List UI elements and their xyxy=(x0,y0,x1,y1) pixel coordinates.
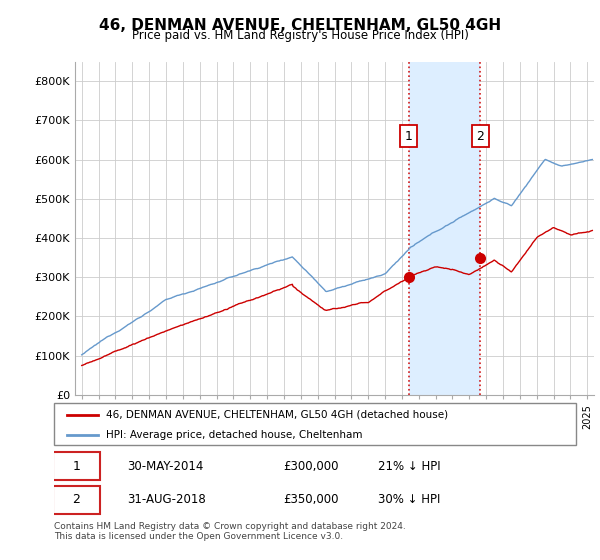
Text: 2: 2 xyxy=(476,129,484,143)
Text: 30-MAY-2014: 30-MAY-2014 xyxy=(127,460,203,473)
Text: 2: 2 xyxy=(73,493,80,506)
Text: Price paid vs. HM Land Registry's House Price Index (HPI): Price paid vs. HM Land Registry's House … xyxy=(131,29,469,42)
Text: 1: 1 xyxy=(405,129,413,143)
Text: £350,000: £350,000 xyxy=(284,493,339,506)
FancyBboxPatch shape xyxy=(53,486,100,514)
Bar xyxy=(409,62,481,395)
Text: 46, DENMAN AVENUE, CHELTENHAM, GL50 4GH: 46, DENMAN AVENUE, CHELTENHAM, GL50 4GH xyxy=(99,18,501,33)
Text: Contains HM Land Registry data © Crown copyright and database right 2024.
This d: Contains HM Land Registry data © Crown c… xyxy=(54,522,406,542)
FancyBboxPatch shape xyxy=(53,452,100,480)
Text: 46, DENMAN AVENUE, CHELTENHAM, GL50 4GH (detached house): 46, DENMAN AVENUE, CHELTENHAM, GL50 4GH … xyxy=(106,410,448,420)
Text: HPI: Average price, detached house, Cheltenham: HPI: Average price, detached house, Chel… xyxy=(106,430,362,440)
Text: 21% ↓ HPI: 21% ↓ HPI xyxy=(377,460,440,473)
Text: 1: 1 xyxy=(73,460,80,473)
Text: 30% ↓ HPI: 30% ↓ HPI xyxy=(377,493,440,506)
Text: £300,000: £300,000 xyxy=(284,460,339,473)
Text: 31-AUG-2018: 31-AUG-2018 xyxy=(127,493,206,506)
